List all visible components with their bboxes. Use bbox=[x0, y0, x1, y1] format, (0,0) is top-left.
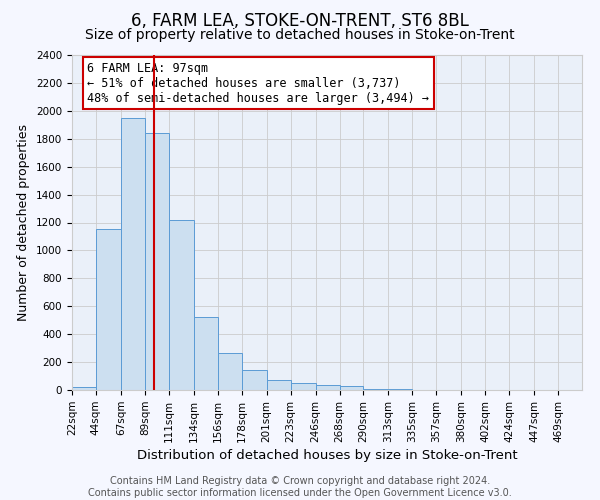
Y-axis label: Number of detached properties: Number of detached properties bbox=[17, 124, 31, 321]
Text: 6 FARM LEA: 97sqm
← 51% of detached houses are smaller (3,737)
48% of semi-detac: 6 FARM LEA: 97sqm ← 51% of detached hous… bbox=[88, 62, 430, 104]
Bar bbox=[340, 386, 364, 390]
X-axis label: Distribution of detached houses by size in Stoke-on-Trent: Distribution of detached houses by size … bbox=[137, 449, 517, 462]
Text: 6, FARM LEA, STOKE-ON-TRENT, ST6 8BL: 6, FARM LEA, STOKE-ON-TRENT, ST6 8BL bbox=[131, 12, 469, 30]
Bar bbox=[290, 383, 316, 390]
Bar bbox=[121, 118, 145, 390]
Bar bbox=[316, 385, 340, 390]
Bar bbox=[266, 380, 290, 390]
Bar bbox=[218, 353, 242, 390]
Bar bbox=[72, 386, 96, 390]
Bar bbox=[194, 318, 218, 390]
Text: Size of property relative to detached houses in Stoke-on-Trent: Size of property relative to detached ho… bbox=[85, 28, 515, 42]
Bar bbox=[169, 220, 194, 390]
Bar bbox=[242, 370, 266, 390]
Bar bbox=[145, 133, 169, 390]
Text: Contains HM Land Registry data © Crown copyright and database right 2024.
Contai: Contains HM Land Registry data © Crown c… bbox=[88, 476, 512, 498]
Bar bbox=[96, 230, 121, 390]
